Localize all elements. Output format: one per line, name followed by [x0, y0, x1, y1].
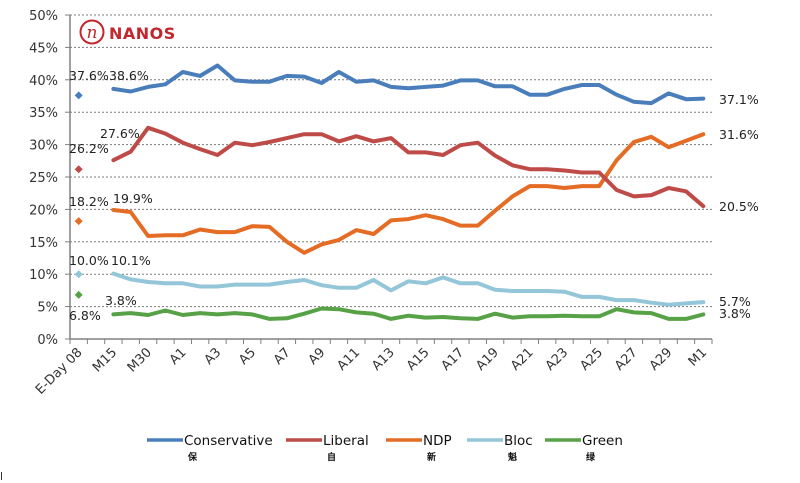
y-tick-label: 40% [29, 74, 58, 89]
logo-text: NANOS [109, 24, 176, 43]
corner-mark [1, 472, 2, 480]
gridlines [70, 14, 712, 308]
y-tick-label: 30% [29, 139, 58, 154]
first-label-bloc: 10.1% [111, 253, 151, 268]
logo-glyph: n [87, 23, 98, 43]
legend-sub-liberal: 自 [327, 451, 336, 463]
axes [65, 14, 713, 344]
x-tick-label: M15 [90, 345, 120, 375]
logo-circle-icon [79, 19, 105, 45]
last-label-green: 3.8% [719, 306, 751, 321]
x-tick-label: A15 [404, 345, 433, 374]
eday-label-bloc: 10.0% [69, 253, 109, 268]
y-tick-label: 5% [37, 301, 58, 316]
eday-markers [74, 91, 83, 299]
y-tick-label: 15% [29, 236, 58, 251]
x-tick-label: A23 [543, 345, 572, 374]
y-tick-label: 50% [29, 9, 58, 24]
legend-sub-ndp: 新 [427, 451, 436, 463]
eday-marker-green [74, 290, 83, 299]
eday-marker-conservative [74, 91, 83, 100]
legend-label-conservative: Conservative [184, 433, 273, 449]
y-tick-label: 45% [29, 41, 58, 56]
eday-marker-bloc [74, 270, 83, 279]
first-label-liberal: 27.6% [100, 126, 140, 141]
x-tick-label: A7 [271, 345, 294, 368]
y-tick-label: 35% [29, 106, 58, 121]
x-tick-label: E-Day 08 [33, 345, 86, 398]
eday-label-ndp: 18.2% [69, 194, 109, 209]
series-line-liberal [111, 125, 706, 209]
y-tick-label: 25% [29, 171, 58, 186]
eday-marker-ndp [74, 217, 83, 226]
x-tick-label: A21 [508, 345, 537, 374]
x-tick-label: A3 [202, 345, 225, 368]
first-label-green: 3.8% [105, 293, 137, 308]
x-tick-label: A11 [335, 345, 364, 374]
x-tick-label: A1 [167, 345, 190, 368]
last-label-conservative: 37.1% [719, 92, 759, 107]
x-tick-label: A9 [306, 345, 329, 368]
x-tick-label: M1 [686, 345, 710, 369]
last-label-bloc: 5.7% [719, 294, 751, 309]
legend-sub-conservative: 保 [187, 451, 198, 463]
last-label-ndp: 31.6% [719, 127, 759, 142]
nanos-logo: n NANOS [79, 19, 176, 45]
x-tick-label: A27 [612, 345, 641, 374]
legend: Conservative 保 Liberal 自 NDP 新 Bloc 魁 Green 绿 [147, 433, 623, 463]
x-axis-ticks: E-Day 08 M15 M30 A1 A3 A5 A7 A9 A11 A13 A15 A17 A19 A… [33, 345, 710, 398]
series-line-bloc [111, 271, 706, 307]
legend-label-bloc: Bloc [504, 433, 533, 449]
x-tick-label: A19 [473, 345, 502, 374]
legend-label-green: Green [582, 433, 623, 449]
eday-marker-liberal [74, 165, 83, 174]
legend-label-liberal: Liberal [323, 433, 369, 449]
eday-label-conservative: 37.6% [69, 68, 109, 83]
y-tick-label: 10% [29, 268, 58, 283]
first-label-conservative: 38.6% [109, 68, 149, 83]
legend-sub-green: 绿 [586, 451, 596, 463]
y-tick-label: 0% [37, 333, 58, 348]
x-tick-label: A13 [369, 345, 398, 374]
x-tick-label: A17 [439, 345, 468, 374]
last-label-liberal: 20.5% [719, 199, 759, 214]
x-tick-label: A5 [236, 345, 259, 368]
legend-label-ndp: NDP [423, 433, 452, 449]
x-tick-label: A29 [647, 345, 676, 374]
x-tick-label: M30 [125, 345, 155, 375]
y-tick-label: 20% [29, 203, 58, 218]
series-line-green [111, 306, 706, 321]
series-line-conservative [111, 63, 706, 106]
first-label-ndp: 19.9% [113, 191, 153, 206]
data-labels: 37.6% 26.2% 18.2% 10.0% 6.8% 38.6% 27.6% 19.9% 1… [69, 68, 759, 323]
x-tick-label: A25 [577, 345, 606, 374]
eday-label-liberal: 26.2% [69, 141, 109, 156]
series-lines [111, 63, 706, 321]
y-axis-ticks: 0% 5% 10% 15% 20% 25% 30% 35% 40% 45% 50% [29, 9, 58, 348]
eday-label-green: 6.8% [69, 308, 101, 323]
legend-sub-bloc: 魁 [508, 451, 517, 463]
